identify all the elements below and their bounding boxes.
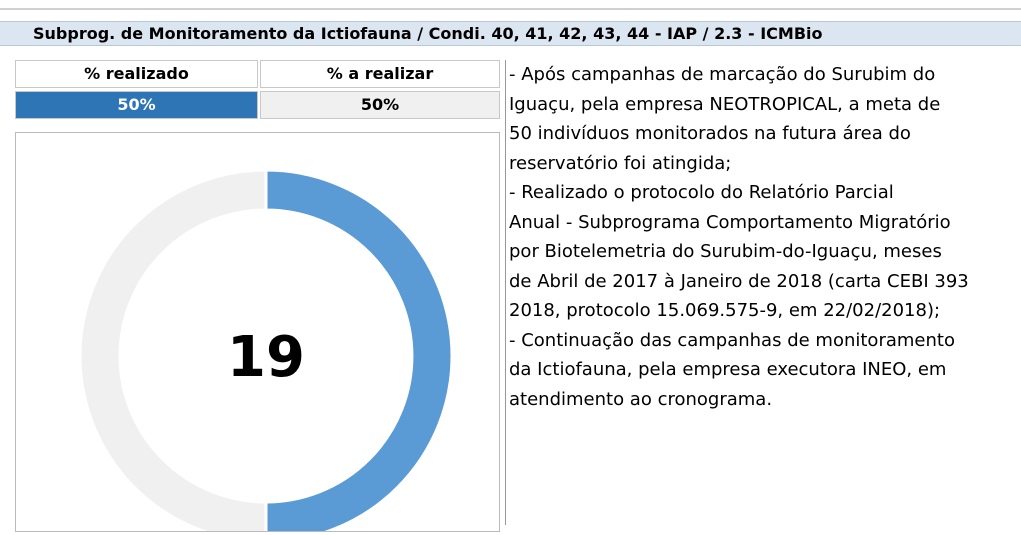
note-line: - Realizado o protocolo do Relatório Par…: [509, 182, 894, 203]
note-line: 50 indivíduos monitorados na futura área…: [509, 123, 911, 144]
note-line: atendimento ao cronograma.: [509, 388, 773, 410]
table-cell: 50%: [15, 91, 258, 119]
note-line: 2018, protocolo 15.069.575-9, em 22/02/2…: [509, 300, 941, 321]
note-line: de Abril de 2017 à Janeiro de 2018 (cart…: [509, 270, 969, 292]
note-line: - Continuação das campanhas de monitoram…: [509, 329, 955, 351]
center-label: 19: [227, 325, 305, 390]
note-line: da Ictiofauna, pela empresa executora IN…: [509, 359, 947, 380]
table-header: % a realizar: [260, 60, 500, 88]
note-line: por Biotelemetria do Surubim-do-Iguaçu, …: [509, 241, 942, 262]
donut-chart: 19: [78, 168, 454, 535]
donut-segment: [78, 168, 268, 535]
note-line: Anual - Subprograma Comportamento Migrat…: [509, 211, 951, 233]
table-header: % realizado: [15, 60, 258, 88]
note-line: - Após campanhas de marcação do Surubim …: [509, 64, 936, 85]
table-cell: 50%: [260, 91, 500, 119]
note-line: reservatório foi atingida;: [509, 152, 732, 174]
notes: - Após campanhas de marcação do Surubim …: [505, 60, 1021, 525]
header-title: Subprog. de Monitoramento da Ictiofauna …: [0, 21, 1021, 46]
donut-segment: [264, 168, 454, 535]
note-line: Iguaçu, pela empresa NEOTROPICAL, a meta…: [509, 93, 941, 115]
chart-box: 19: [15, 132, 500, 535]
top-rule: [0, 8, 1021, 10]
